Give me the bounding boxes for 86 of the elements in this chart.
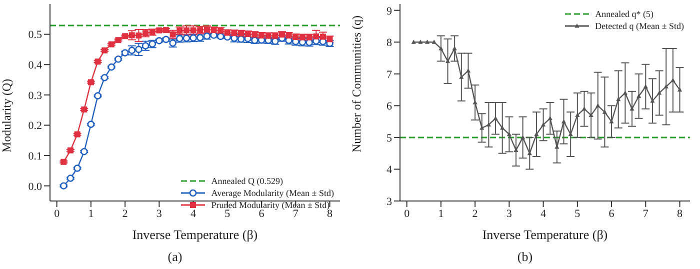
point: [472, 100, 478, 104]
point: [88, 79, 94, 86]
x-tick-label: 1: [438, 208, 444, 220]
point: [87, 120, 95, 128]
x-tick-label: 3: [506, 208, 512, 220]
x-tick-label: 3: [156, 208, 162, 220]
point: [135, 46, 142, 54]
point: [480, 125, 484, 130]
point: [500, 125, 505, 130]
x-tick-label: 4: [540, 208, 547, 220]
point: [114, 56, 122, 63]
point: [94, 58, 101, 65]
legend-label: Annealed Q (0.529): [211, 175, 283, 187]
y-axis-title: Modularity (Q): [0, 78, 14, 152]
y-tick-label: 7: [386, 68, 392, 81]
point: [664, 84, 668, 88]
point: [506, 132, 512, 136]
point: [466, 68, 471, 73]
legend-label: Pruned Modularity (Mean ± Std): [211, 199, 330, 210]
text: (b): [516, 249, 534, 265]
y-tick-label: 0.5: [28, 29, 42, 42]
point: [66, 174, 74, 182]
x-tick-label: 6: [258, 208, 265, 220]
y-tick-label: 6: [386, 100, 392, 113]
point: [548, 116, 552, 120]
point: [677, 87, 682, 92]
x-tick-label: 0: [404, 208, 410, 220]
y-tick-label: 0.2: [28, 120, 42, 132]
point: [100, 74, 108, 82]
point: [424, 40, 430, 44]
x-tick-label: 6: [608, 208, 615, 220]
point: [561, 119, 566, 124]
point: [486, 122, 492, 127]
point: [94, 92, 102, 100]
text: (a): [166, 249, 184, 265]
x-tick-label: 7: [292, 208, 299, 220]
y-tick-label: 3: [386, 196, 392, 208]
y-tick-label: 5: [386, 132, 392, 144]
point: [81, 106, 88, 112]
y-tick-label: 8: [386, 37, 392, 50]
point: [609, 119, 614, 124]
x-tick-label: 2: [472, 208, 478, 220]
legend-label: Average Modularity (Mean ± Std): [211, 187, 334, 199]
x-tick-label: 2: [122, 208, 128, 220]
point: [74, 164, 81, 172]
point: [432, 40, 436, 44]
x-tick-label: 5: [574, 208, 581, 220]
x-tick-label: 1: [88, 208, 94, 220]
point: [596, 103, 600, 108]
legend-label: Detected q (Mean ± Std): [595, 20, 684, 32]
y-tick-label: 0.4: [28, 60, 42, 72]
point: [670, 78, 676, 82]
x-tick-label: 0: [54, 208, 60, 220]
point: [108, 63, 116, 71]
y-tick-label: 0.0: [28, 180, 42, 193]
y-tick-label: 9: [386, 5, 392, 18]
point: [575, 112, 580, 118]
point: [568, 132, 573, 136]
y-axis-title: Number of Communities (q): [349, 16, 364, 152]
point: [136, 32, 142, 39]
point: [60, 158, 67, 165]
point: [74, 131, 80, 138]
x-tick-label: 5: [224, 208, 231, 220]
point: [60, 182, 68, 190]
y-tick-label: 4: [386, 164, 392, 176]
point: [411, 40, 416, 44]
x-tick-label: 8: [677, 208, 684, 220]
point: [80, 148, 88, 156]
point: [67, 147, 74, 154]
point: [540, 122, 546, 127]
y-tick-label: 0.1: [28, 150, 42, 162]
x-tick-label: 8: [327, 208, 334, 220]
legend-label: Annealed q* (5): [595, 8, 654, 20]
point: [636, 94, 642, 98]
point: [643, 84, 648, 88]
y-tick-label: 0.3: [28, 90, 42, 102]
point: [616, 96, 621, 102]
point: [602, 110, 608, 114]
x-axis-title: Inverse Temperature (β): [482, 227, 608, 242]
point: [588, 112, 594, 118]
point: [459, 74, 464, 79]
point: [418, 40, 423, 44]
x-tick-label: 4: [190, 208, 197, 220]
x-axis-title: Inverse Temperature (β): [132, 227, 258, 242]
x-tick-label: 7: [642, 208, 649, 220]
point: [102, 47, 108, 54]
